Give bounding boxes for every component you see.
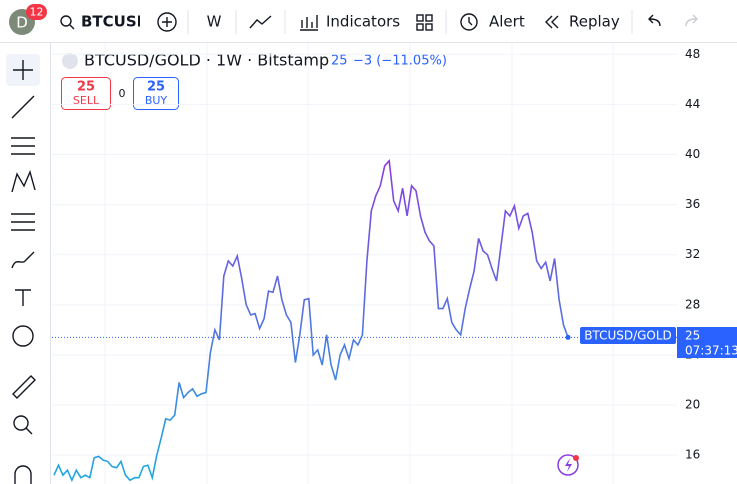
last-price: 25 — [331, 54, 348, 69]
pattern-tool[interactable] — [11, 169, 36, 193]
y-tick-label: 32 — [685, 247, 700, 261]
prediction-tool[interactable] — [11, 213, 35, 231]
countdown: 07:37:13 — [685, 344, 737, 358]
series-label-text: BTCUSD/GOLD — [584, 329, 672, 343]
interval[interactable]: W — [207, 13, 222, 31]
trend-line-tool[interactable] — [11, 95, 35, 119]
zoom-tool[interactable] — [13, 415, 29, 431]
spread: 0 — [119, 87, 126, 100]
redo-button[interactable] — [685, 14, 698, 27]
magnet-tool[interactable] — [14, 465, 32, 484]
y-tick-label: 44 — [685, 97, 700, 111]
avatar-letter: D — [16, 14, 28, 32]
buy-button[interactable] — [133, 77, 179, 110]
search-icon — [69, 24, 75, 30]
flash-dot — [573, 455, 579, 461]
alert-icon — [468, 17, 473, 26]
price-change: −3 (−11.05%) — [353, 54, 447, 69]
crosshair-tool[interactable] — [13, 60, 33, 80]
sell-label: SELL — [73, 94, 100, 107]
buy-price: 25 — [147, 80, 165, 95]
last-point — [565, 334, 571, 340]
plus — [162, 17, 172, 27]
price-line — [53, 158, 569, 483]
flash-button[interactable] — [557, 454, 579, 476]
layout-button[interactable] — [416, 14, 424, 22]
zoom-tool — [25, 427, 33, 435]
y-tick-label: 28 — [685, 297, 700, 311]
sell-price: 25 — [77, 80, 95, 95]
indicators-button[interactable]: Indicators — [326, 13, 400, 31]
replay-icon — [545, 15, 559, 29]
alert-button[interactable]: Alert — [489, 13, 525, 31]
symbol[interactable]: BTCUSD — [81, 13, 149, 31]
chart-title: BTCUSD/GOLD · 1W · Bitstamp — [84, 51, 329, 70]
price-axis-label — [677, 327, 737, 358]
grid — [104, 43, 614, 484]
price-axis-value: 25 — [685, 329, 700, 343]
y-tick-label: 36 — [685, 197, 700, 211]
layout-icon — [416, 23, 424, 31]
series-label — [580, 327, 676, 344]
alert-icon — [460, 13, 478, 31]
symbol-logo — [62, 53, 78, 69]
y-tick-label: 16 — [685, 448, 700, 462]
ruler-tool[interactable] — [12, 375, 36, 399]
brush-tool[interactable] — [11, 251, 35, 269]
flash-icon — [565, 458, 572, 472]
badge-count: 12 — [30, 6, 44, 19]
badge — [26, 4, 47, 20]
buy-label: BUY — [145, 94, 168, 107]
layout-icon — [425, 23, 433, 31]
layout-icon — [425, 14, 433, 22]
y-tick-label: 20 — [685, 398, 700, 412]
icon-tool[interactable] — [12, 325, 34, 347]
replay-button[interactable]: Replay — [569, 13, 620, 31]
y-tick-label: 48 — [685, 47, 700, 61]
indicators-icon — [300, 15, 318, 31]
fib-tool[interactable] — [11, 137, 35, 155]
undo-button[interactable] — [648, 14, 661, 27]
sell-button[interactable] — [61, 77, 111, 110]
chart-type-button[interactable] — [249, 15, 272, 29]
search-icon[interactable] — [60, 15, 72, 27]
text-tool[interactable] — [15, 289, 31, 306]
compare-button[interactable] — [157, 12, 177, 32]
y-tick-label: 40 — [685, 147, 700, 161]
